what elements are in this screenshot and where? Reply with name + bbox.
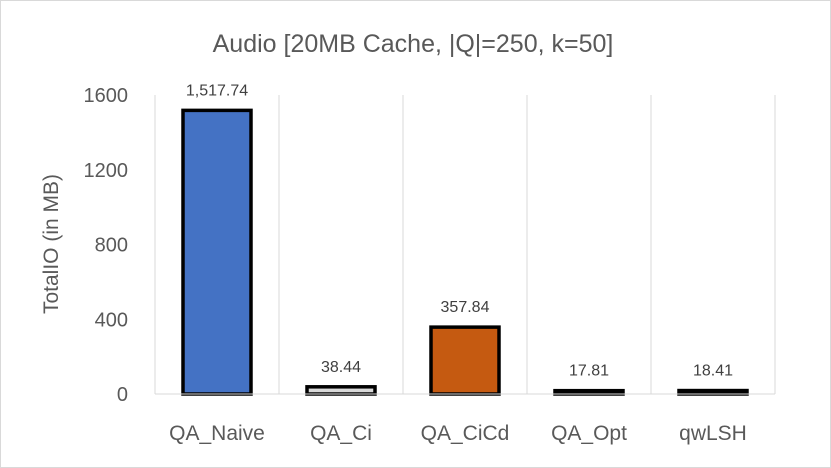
data-label: 38.44 [321,359,361,376]
y-tick-label: 1600 [84,85,129,107]
y-tick-label: 800 [95,235,128,257]
data-label: 357.84 [441,299,490,316]
y-tick-label: 400 [95,309,128,331]
y-axis-label: TotalIO (in MB) [40,174,63,314]
bar-qwlsh [677,388,749,396]
x-tick-label: QA_Opt [551,422,627,445]
y-axis-ticks: 0 400 800 1200 1600 [84,85,129,406]
data-labels: 1,517.74 38.44 357.84 17.81 18.41 [186,82,733,379]
x-tick-label: QA_CiCd [421,422,510,445]
x-tick-label: qwLSH [679,422,747,445]
chart-title: Audio [20MB Cache, |Q|=250, k=50] [213,30,614,58]
data-label: 1,517.74 [186,82,248,99]
bar-qa-naive [181,108,253,396]
y-tick-label: 0 [117,384,128,406]
bars [181,108,749,396]
gridlines [154,95,776,394]
bar-qa-cicd [429,325,501,396]
y-tick-label: 1200 [84,160,129,182]
x-tick-label: QA_Ci [310,422,372,445]
bar-qa-ci [305,385,377,396]
data-label: 17.81 [569,363,609,380]
data-label: 18.41 [693,363,733,380]
x-axis-ticks: QA_Naive QA_Ci QA_CiCd QA_Opt qwLSH [169,422,747,445]
x-tick-label: QA_Naive [169,422,265,445]
